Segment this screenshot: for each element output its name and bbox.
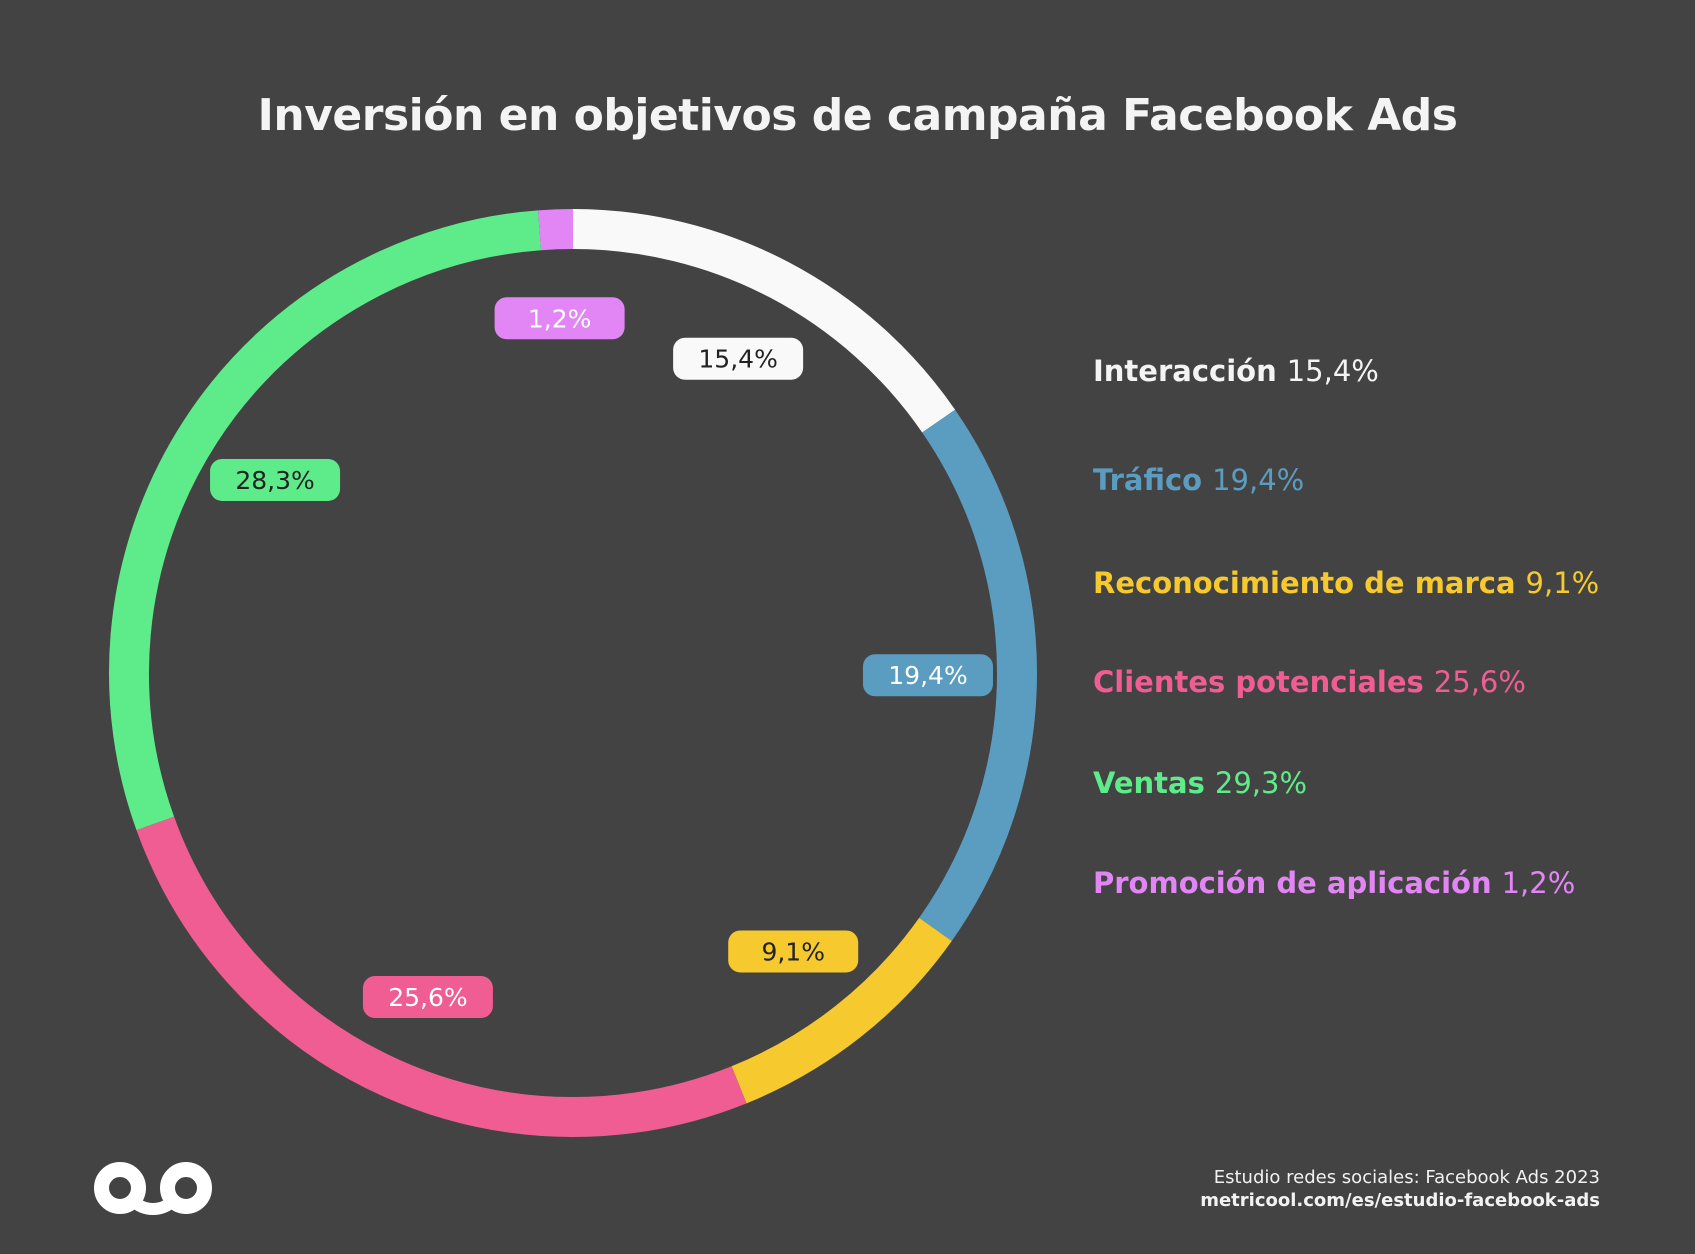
legend-item-value: 15,4% bbox=[1286, 354, 1379, 388]
donut-slice-ventas bbox=[109, 210, 542, 831]
legend-item-value: 29,3% bbox=[1214, 766, 1308, 800]
data-label-text: 25,6% bbox=[388, 983, 467, 1012]
legend-item-name: Promoción de aplicación bbox=[1093, 866, 1492, 900]
donut-slice-promocion-de-aplicacion bbox=[538, 209, 574, 251]
data-label-badge bbox=[210, 458, 341, 501]
legend-item-trafico: Tráfico 19,4% bbox=[1093, 462, 1304, 498]
footer-url[interactable]: metricool.com/es/estudio-facebook-ads bbox=[1200, 1190, 1600, 1211]
legend-item-value: 9,1% bbox=[1525, 566, 1600, 600]
legend-item-clientes-potenciales: Clientes potenciales 25,6% bbox=[1093, 664, 1526, 700]
data-label-interaccion: 15,4% bbox=[673, 337, 804, 380]
legend-item-name: Ventas bbox=[1093, 766, 1205, 800]
data-label-text: 28,3% bbox=[235, 466, 314, 495]
legend-item-value: 19,4% bbox=[1212, 463, 1305, 497]
legend-item-ventas: Ventas 29,3% bbox=[1093, 765, 1307, 801]
data-label-text: 9,1% bbox=[761, 937, 825, 966]
data-label-ventas: 28,3% bbox=[210, 458, 341, 501]
data-label-badge bbox=[673, 337, 804, 380]
data-label-promocion-de-aplicacion: 1,2% bbox=[494, 297, 625, 340]
legend-item-name: Interacción bbox=[1093, 354, 1277, 388]
legend-item-reconocimiento-de-marca: Reconocimiento de marca 9,1% bbox=[1093, 565, 1599, 601]
donut-slice-trafico bbox=[919, 409, 1037, 941]
legend-item-value: 1,2% bbox=[1501, 866, 1576, 900]
metricool-logo-icon bbox=[94, 1162, 212, 1215]
data-label-trafico: 19,4% bbox=[862, 654, 993, 697]
data-label-clientes-potenciales: 25,6% bbox=[362, 976, 493, 1019]
legend-item-name: Clientes potenciales bbox=[1093, 665, 1424, 699]
legend-item-interaccion: Interacción 15,4% bbox=[1093, 353, 1379, 389]
donut-chart: 15,4% 19,4% 9,1% 25,6% 28,3% 1,2% bbox=[109, 209, 1037, 1137]
donut-slice-interaccion bbox=[572, 209, 956, 433]
data-label-text: 1,2% bbox=[528, 304, 592, 333]
chart-title: Inversión en objetivos de campaña Facebo… bbox=[257, 90, 1458, 141]
legend-item-name: Reconocimiento de marca bbox=[1093, 566, 1516, 600]
legend-item-value: 25,6% bbox=[1433, 665, 1526, 699]
legend-item-name: Tráfico bbox=[1093, 463, 1203, 497]
legend-item-promocion-de-aplicacion: Promoción de aplicación 1,2% bbox=[1093, 865, 1575, 901]
data-label-text: 15,4% bbox=[698, 345, 777, 374]
data-label-text: 19,4% bbox=[888, 661, 967, 690]
data-label-badge bbox=[362, 976, 493, 1019]
donut-slice-reconocimiento-de-marca bbox=[731, 917, 952, 1104]
data-label-badge bbox=[728, 930, 859, 973]
data-label-badge bbox=[494, 297, 625, 340]
data-label-badge bbox=[862, 654, 993, 697]
footer-source: Estudio redes sociales: Facebook Ads 202… bbox=[1213, 1167, 1600, 1188]
footer: Estudio redes sociales: Facebook Ads 202… bbox=[1200, 1166, 1600, 1212]
data-label-reconocimiento-de-marca: 9,1% bbox=[728, 930, 859, 973]
donut-slice-clientes-potenciales bbox=[136, 816, 747, 1137]
